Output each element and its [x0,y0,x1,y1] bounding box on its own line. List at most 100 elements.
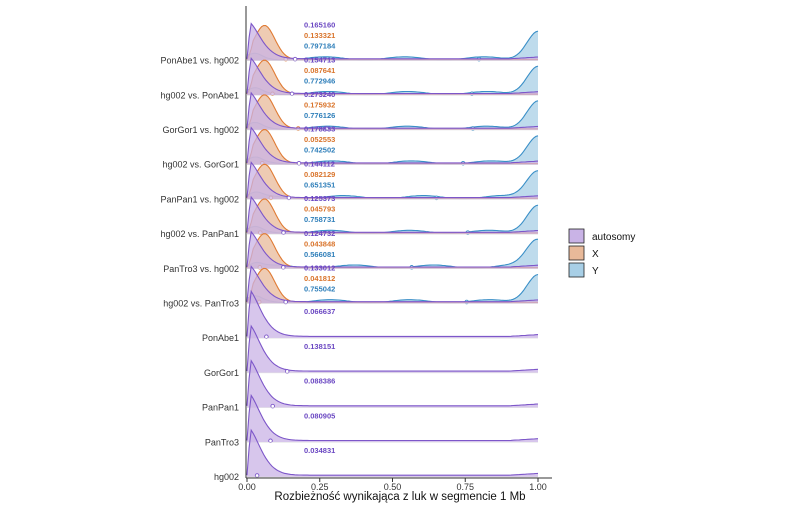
annotation-y: 0.566081 [304,250,335,259]
density-area-autosomy [247,197,538,235]
annotation-y: 0.797184 [304,42,336,51]
annotation-y: 0.742502 [304,146,335,155]
annotation-y: 0.758731 [304,215,335,224]
annotation-autosomy: 0.125373 [304,194,335,203]
density-area-y [247,170,538,200]
annotation-x: 0.045793 [304,205,335,214]
ridge-row [246,428,539,478]
ridge-row [246,195,539,235]
mean-marker-autosomy [324,126,329,131]
row-label: PonAbe1 vs. hg002 [160,56,239,66]
legend-swatch-autosomy [568,228,585,244]
density-area-autosomy [247,127,538,165]
density-area-autosomy [247,162,538,200]
annotation-x: 0.087641 [304,66,335,75]
ridge-row [246,359,539,409]
density-line-autosomy [246,22,539,60]
row-label: hg002 vs. PonAbe1 [160,90,239,100]
mean-marker-autosomy [292,56,298,62]
density-line-y [246,273,539,304]
annotation-autosomy: 0.144112 [304,159,335,168]
density-line-x [246,163,538,199]
row-label: PanTro3 vs. hg002 [163,264,239,274]
density-area-autosomy [247,58,538,96]
density-line-y [246,170,539,200]
density-area-autosomy [247,360,538,408]
x-tick-label: 1.00 [529,482,547,492]
annotation-y: 0.772946 [304,76,335,85]
density-line-autosomy [246,428,539,476]
density-area-x [247,199,538,235]
mean-marker-autosomy [289,91,295,97]
mean-marker-autosomy [270,403,275,409]
annotation-autosomy: 0.165160 [304,21,335,30]
density-area-autosomy [247,23,538,61]
mean-marker-autosomy [264,334,269,339]
legend: autosomy XY [568,228,635,278]
row-label: hg002 [214,472,239,482]
annotation-x: 0.052553 [304,135,335,144]
annotation-autosomy: 0.133012 [304,264,335,273]
annotation-autosomy: 0.080905 [304,411,335,420]
row-label: GorGor1 [204,368,239,378]
row-label: PanPan1 [202,403,239,413]
density-line-x [246,233,538,269]
density-area-autosomy [247,395,538,443]
annotation-x: 0.133321 [304,31,335,40]
density-line-x [246,267,538,303]
density-line-y [246,238,539,269]
density-line-autosomy [246,324,539,372]
density-line-x [246,198,538,234]
x-tick-label: 0.00 [238,482,256,492]
mean-marker-autosomy [281,265,286,270]
legend-swatch-y [568,262,585,278]
density-line-autosomy [246,393,539,442]
density-line-autosomy [246,126,539,164]
annotation-x: 0.041812 [304,274,335,283]
ridge-row [246,161,539,201]
annotation-autosomy: 0.154713 [304,55,335,64]
ridge-row [246,56,539,97]
row-label: hg002 vs. PanTro3 [163,299,239,309]
density-line-y [246,135,539,165]
ridge-row [246,324,539,374]
legend-label-y: Y [592,266,599,277]
ridge-row [246,289,539,339]
mean-marker-autosomy [268,438,273,444]
mean-marker-autosomy [296,160,302,166]
annotation-autosomy: 0.034831 [304,446,335,455]
density-area-autosomy [247,266,538,304]
density-area-y [247,239,538,269]
density-area-x [247,94,538,130]
density-area-autosomy [247,430,538,477]
annotation-y: 0.651351 [304,180,335,189]
annotation-y: 0.776126 [304,111,335,120]
ridge-row [246,393,539,444]
annotation-autosomy: 0.273240 [304,90,335,99]
row-label: hg002 vs. GorGor1 [162,160,239,170]
legend-label-x: X [592,249,599,260]
density-area-autosomy [247,93,538,130]
row-label: PanPan1 vs. hg002 [160,194,239,204]
ridge-row [246,230,539,270]
density-line-autosomy [246,289,539,337]
annotation-autosomy: 0.178833 [304,125,335,134]
annotation-x: 0.082129 [304,170,335,179]
density-line-autosomy [246,359,539,407]
density-area-y [247,31,538,61]
x-tick-label: 0.75 [456,482,474,492]
density-area-x [247,233,538,269]
ridge-row [246,265,539,305]
x-tick-label: 0.25 [311,482,329,492]
density-area-autosomy [247,291,538,339]
density-area-y [247,66,538,96]
density-line-autosomy [246,195,539,233]
density-area-y [247,135,538,165]
density-line-x [246,129,538,165]
ridge-row [246,126,539,166]
legend-label-autosomy: autosomy [592,232,635,243]
ridge-row [246,22,539,62]
density-line-x [246,59,538,95]
annotation-autosomy: 0.088386 [304,377,335,386]
